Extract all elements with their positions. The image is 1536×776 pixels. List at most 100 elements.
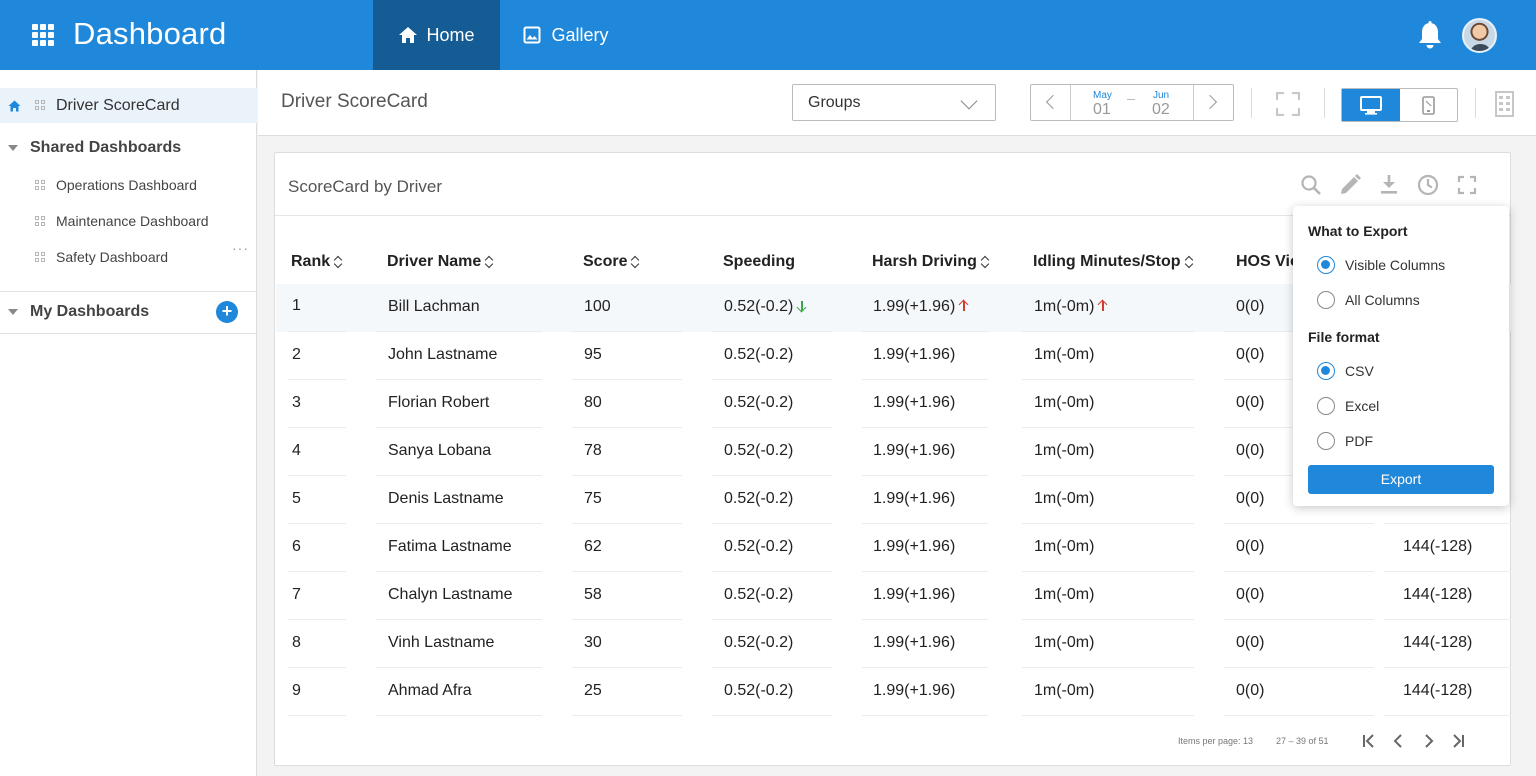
cell-rank: 8	[292, 634, 301, 652]
radio-excel[interactable]	[1317, 397, 1335, 415]
table-row[interactable]: 9 Ahmad Afra 25 0.52(-0.2) 1.99(+1.96) 1m(-0m…	[276, 668, 1511, 716]
groups-select[interactable]: Groups	[792, 84, 996, 121]
row-divider	[1022, 379, 1194, 380]
row-divider	[1022, 715, 1194, 716]
caret-down-icon	[8, 309, 18, 315]
radio-label[interactable]: All Columns	[1345, 292, 1420, 308]
column-header-label: Idling Minutes/Stop	[1033, 253, 1181, 270]
sidebar-item-driver-scorecard[interactable]: Driver ScoreCard	[0, 88, 257, 123]
sidebar-item-safety[interactable]: Safety Dashboard	[0, 242, 257, 272]
column-header-score[interactable]: Score	[583, 253, 640, 271]
sidebar-item-operations[interactable]: Operations Dashboard	[0, 170, 257, 200]
divider	[0, 333, 257, 334]
desktop-view-button[interactable]	[1342, 89, 1400, 121]
row-divider	[1022, 523, 1194, 524]
cell-value: 0.52(-0.2)	[724, 346, 794, 363]
group-label: My Dashboards	[30, 303, 150, 320]
radio-label[interactable]: CSV	[1345, 363, 1374, 379]
row-divider	[1224, 523, 1374, 524]
column-header-idling[interactable]: Idling Minutes/Stop	[1033, 253, 1194, 271]
row-divider	[288, 523, 346, 524]
radio-all-columns[interactable]	[1317, 291, 1335, 309]
cell-last: 144(-128)	[1403, 586, 1472, 604]
dashboard-grid-icon	[35, 251, 46, 263]
radio-csv[interactable]	[1317, 362, 1335, 380]
row-divider	[572, 667, 682, 668]
arrow-up-icon	[959, 300, 969, 312]
tablet-view-button[interactable]	[1400, 89, 1457, 121]
home-icon	[399, 27, 418, 43]
column-header-label: Rank	[291, 253, 331, 270]
table-row[interactable]: 7 Chalyn Lastname 58 0.52(-0.2) 1.99(+1.96) 1…	[276, 572, 1511, 620]
table-row[interactable]: 5 Denis Lastname 75 0.52(-0.2) 1.99(+1.96) 1m…	[276, 476, 1511, 524]
search-icon[interactable]	[1299, 173, 1323, 197]
row-divider	[288, 619, 346, 620]
cell-rank: 3	[292, 394, 301, 412]
cell-value: 1m(-0m)	[1034, 634, 1095, 651]
divider	[1251, 88, 1252, 118]
export-button[interactable]: Export	[1308, 465, 1494, 494]
card-title: ScoreCard by Driver	[288, 177, 442, 196]
cell-value: 95	[584, 346, 602, 363]
avatar[interactable]	[1462, 18, 1497, 53]
apps-icon[interactable]	[32, 24, 54, 46]
cell-value: 3	[292, 394, 301, 411]
last-page-icon[interactable]	[1448, 731, 1468, 751]
column-header-hos-violations[interactable]: HOS Vio	[1236, 253, 1300, 271]
divider	[275, 215, 1510, 216]
row-divider	[376, 667, 542, 668]
cell-value: 6	[292, 538, 301, 555]
cell-speeding: 0.52(-0.2)	[724, 538, 793, 556]
row-divider	[862, 715, 988, 716]
column-header-rank[interactable]: Rank	[291, 253, 343, 271]
nav-gallery-tab[interactable]: Gallery	[500, 0, 632, 70]
radio-label[interactable]: Excel	[1345, 398, 1380, 414]
download-icon[interactable]	[1377, 173, 1401, 197]
next-page-icon[interactable]	[1418, 731, 1438, 751]
first-page-icon[interactable]	[1359, 731, 1379, 751]
row-divider	[712, 379, 832, 380]
fullscreen-icon[interactable]	[1276, 92, 1300, 116]
row-divider	[288, 427, 346, 428]
date-separator	[1127, 99, 1135, 100]
radio-pdf[interactable]	[1317, 432, 1335, 450]
building-icon[interactable]	[1495, 91, 1514, 117]
items-per-page[interactable]: Items per page: 13	[1178, 736, 1254, 746]
divider	[0, 291, 257, 292]
my-dashboards-group[interactable]: My Dashboards	[0, 297, 257, 327]
cell-value: 0(0)	[1236, 298, 1265, 315]
cell-value: 144(-128)	[1403, 682, 1473, 699]
cell-speeding: 0.52(-0.2)	[724, 586, 793, 604]
table-row[interactable]: 8 Vinh Lastname 30 0.52(-0.2) 1.99(+1.96) 1m(…	[276, 620, 1511, 668]
cell-value: 1m(-0m)	[1034, 394, 1095, 411]
table-row[interactable]: 6 Fatima Lastname 62 0.52(-0.2) 1.99(+1.96) 1…	[276, 524, 1511, 572]
radio-visible-columns[interactable]	[1317, 256, 1335, 274]
shared-dashboards-group[interactable]: Shared Dashboards	[0, 133, 257, 163]
nav-home-tab[interactable]: Home	[373, 0, 500, 70]
history-icon[interactable]	[1416, 173, 1440, 197]
cell-rank: 9	[292, 682, 301, 700]
cell-score: 25	[584, 682, 602, 700]
prev-page-icon[interactable]	[1389, 731, 1409, 751]
bell-icon[interactable]	[1416, 20, 1444, 50]
column-header-speeding[interactable]: Speeding	[723, 253, 795, 271]
date-from-day[interactable]: 01	[1093, 101, 1111, 118]
arrow-down-icon	[797, 300, 807, 312]
column-header-driver-name[interactable]: Driver Name	[387, 253, 494, 271]
date-next-button[interactable]	[1193, 85, 1233, 120]
date-to-day[interactable]: 02	[1152, 101, 1170, 118]
radio-label[interactable]: Visible Columns	[1345, 257, 1446, 273]
cell-speeding: 0.52(-0.2)	[724, 394, 793, 412]
add-dashboard-button[interactable]: +	[216, 301, 238, 323]
cell-harsh: 1.99(+1.96)	[873, 490, 955, 508]
divider	[1475, 88, 1476, 118]
edit-icon[interactable]	[1338, 173, 1362, 197]
more-options-icon[interactable]: ···	[232, 240, 249, 256]
date-prev-button[interactable]	[1031, 85, 1071, 120]
radio-label[interactable]: PDF	[1345, 433, 1373, 449]
sidebar-item-maintenance[interactable]: Maintenance Dashboard	[0, 206, 257, 236]
fullscreen-icon[interactable]	[1455, 173, 1479, 197]
row-divider	[376, 379, 542, 380]
column-header-harsh-driving[interactable]: Harsh Driving	[872, 253, 990, 271]
row-divider	[572, 427, 682, 428]
